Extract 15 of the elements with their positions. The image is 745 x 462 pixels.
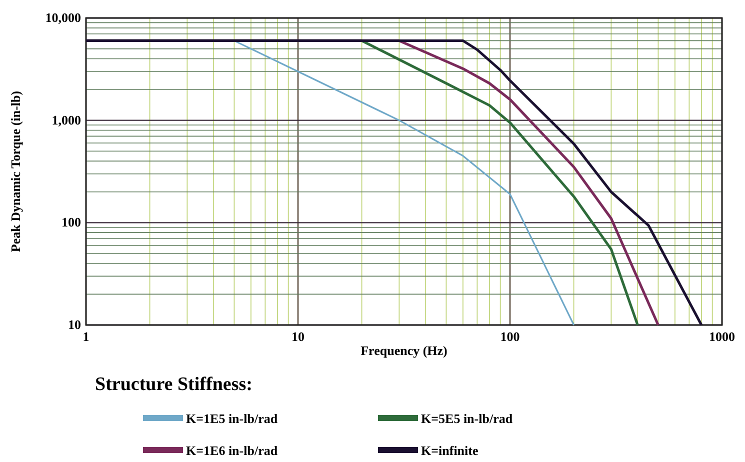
- y-tick-label: 10: [68, 317, 81, 332]
- x-tick-label: 10: [292, 329, 304, 344]
- legend-label: K=5E5 in-lb/rad: [421, 411, 514, 426]
- x-tick-label: 1000: [709, 329, 735, 344]
- y-tick-label: 100: [62, 214, 81, 230]
- x-axis-title: Frequency (Hz): [360, 343, 448, 358]
- x-tick-label: 1: [82, 329, 90, 344]
- y-axis-title: Peak Dynamic Torque (in-lb): [8, 90, 23, 252]
- legend-label: K=infinite: [421, 443, 478, 458]
- y-tick-label: 10,000: [45, 10, 81, 25]
- x-tick-label: 100: [500, 329, 520, 344]
- y-tick-label: 1,000: [52, 112, 81, 128]
- legend-label: K=1E6 in-lb/rad: [186, 443, 278, 458]
- legend-title: Structure Stiffness:: [95, 374, 252, 395]
- legend-label: K=1E5 in-lb/rad: [186, 411, 278, 426]
